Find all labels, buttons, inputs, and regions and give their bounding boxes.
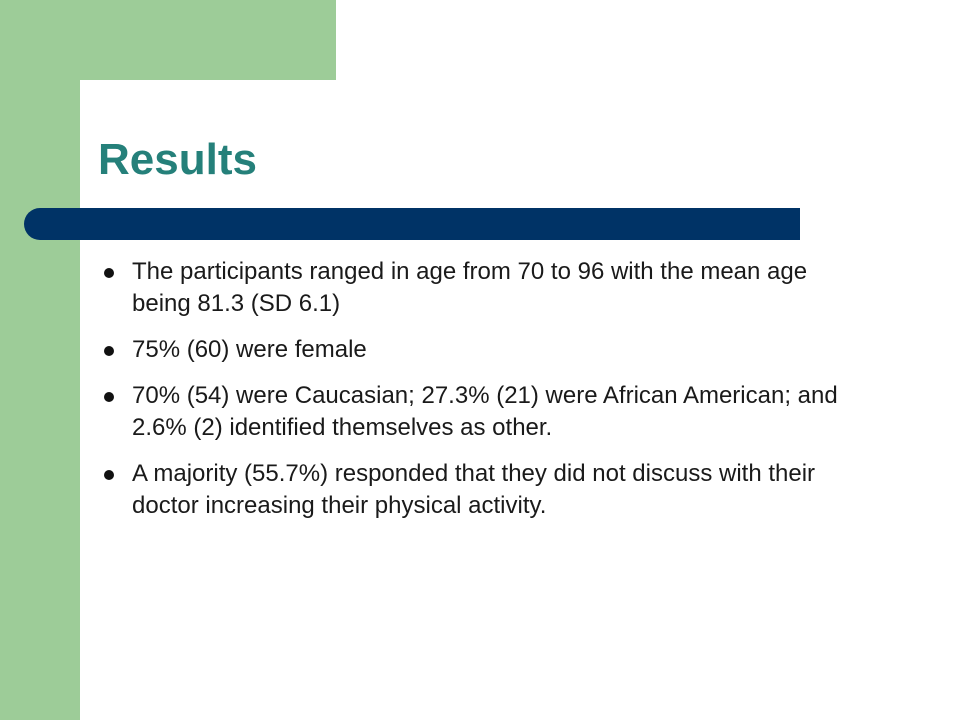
- bullet-text: 75% (60) were female: [132, 336, 367, 363]
- corner-curve: [80, 80, 130, 130]
- left-accent-band: [0, 0, 80, 720]
- slide-title: Results: [98, 135, 257, 184]
- bullet-text: 70% (54) were Caucasian; 27.3% (21) were…: [132, 382, 838, 441]
- bullet-text: A majority (55.7%) responded that they d…: [132, 460, 816, 519]
- bullet-text: The participants ranged in age from 70 t…: [132, 258, 808, 317]
- top-accent-block: [0, 0, 336, 80]
- bullet-item: The participants ranged in age from 70 t…: [98, 256, 858, 320]
- title-underline-bar: [24, 208, 800, 240]
- bullet-item: 70% (54) were Caucasian; 27.3% (21) were…: [98, 380, 858, 444]
- bullet-dot-icon: [104, 392, 114, 402]
- bullet-item: A majority (55.7%) responded that they d…: [98, 458, 858, 522]
- bullet-dot-icon: [104, 268, 114, 278]
- bullet-dot-icon: [104, 346, 114, 356]
- bullet-dot-icon: [104, 470, 114, 480]
- bullet-item: 75% (60) were female: [98, 334, 858, 366]
- bullet-list: The participants ranged in age from 70 t…: [98, 256, 858, 536]
